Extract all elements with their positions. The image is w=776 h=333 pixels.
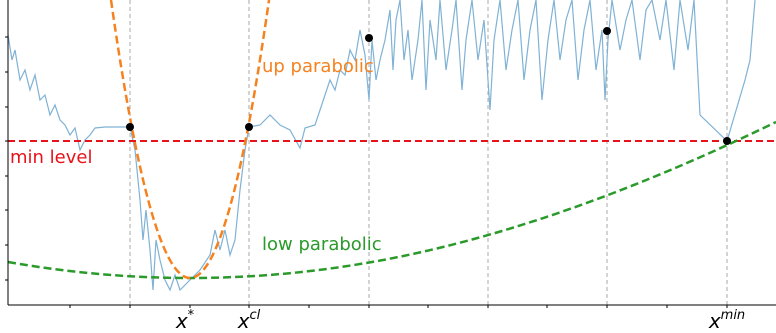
point xyxy=(603,27,611,35)
point xyxy=(126,123,134,131)
low-parabola xyxy=(7,120,776,280)
up-parabola xyxy=(109,0,271,279)
x-label: x* xyxy=(175,308,195,333)
x-label: xmin xyxy=(708,308,745,333)
minor-ticks xyxy=(5,36,728,308)
up-label: up parabolic xyxy=(262,56,374,77)
axes xyxy=(5,0,776,308)
min-label: min level xyxy=(10,147,92,168)
points xyxy=(126,27,731,145)
low-label: low parabolic xyxy=(262,234,382,255)
grid xyxy=(129,0,728,305)
point xyxy=(365,34,373,42)
point xyxy=(245,123,253,131)
point xyxy=(723,137,731,145)
x-label: xcl xyxy=(237,308,261,333)
